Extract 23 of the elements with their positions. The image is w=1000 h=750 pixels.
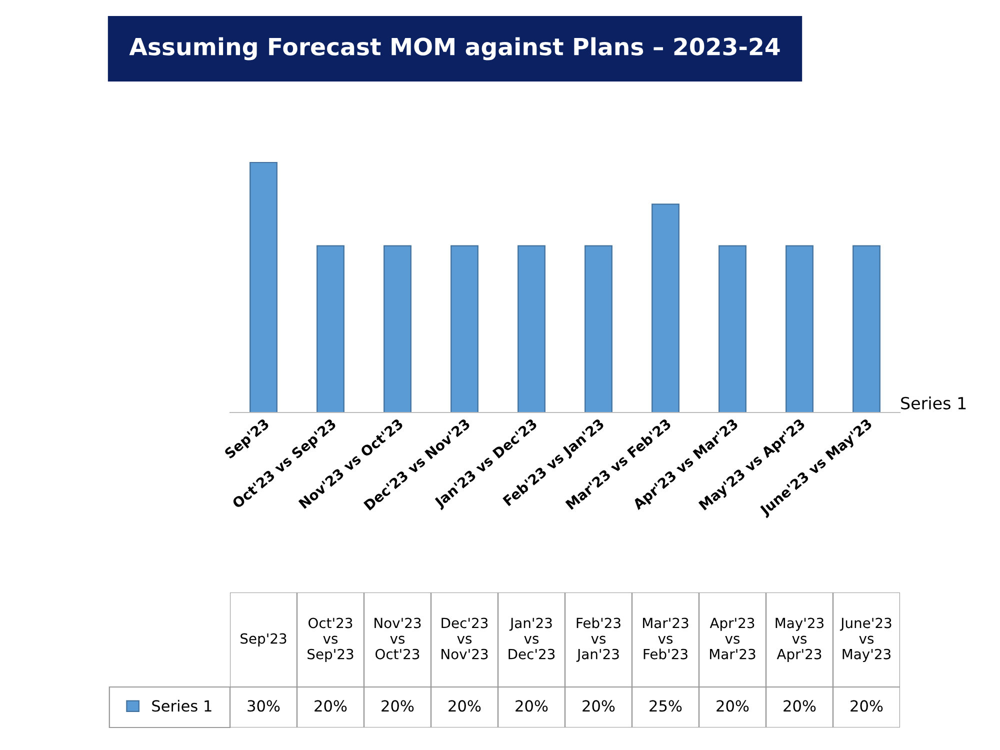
- text: Series 1: [901, 396, 966, 410]
- data-label: 20%: [382, 700, 414, 712]
- data-label: 20%: [784, 700, 816, 712]
- category-label: Jan'23 vs Dec'23: [508, 618, 555, 660]
- category-label: Oct'23 vs Sep'23: [308, 618, 354, 662]
- data-label: 20%: [516, 700, 548, 712]
- chart-title: Assuming Forecast MOM against Plans – 2023-24: [129, 37, 780, 60]
- category-label: Feb'23 vs Jan'23: [576, 617, 620, 662]
- data-label: 25%: [650, 700, 682, 712]
- category-label: Nov'23 vs Oct'23: [374, 618, 421, 660]
- data-label: 30%: [248, 700, 280, 712]
- data-label: 20%: [448, 700, 481, 712]
- data-label: 20%: [582, 700, 615, 712]
- category-label: June'23 vs May'23: [840, 618, 892, 662]
- data-label: 20%: [716, 700, 749, 712]
- legend-label: Series 1: [152, 700, 212, 712]
- category-label: Sep'23: [240, 633, 286, 646]
- category-label: May'23 vs Apr'23: [776, 618, 824, 662]
- data-label: 20%: [314, 700, 347, 712]
- category-label: Apr'23 vs Mar'23: [710, 618, 756, 660]
- category-label: Mar'23 vs Feb'23: [643, 618, 688, 660]
- category-label: Dec'23 vs Nov'23: [442, 618, 488, 660]
- data-label: 20%: [850, 700, 883, 712]
